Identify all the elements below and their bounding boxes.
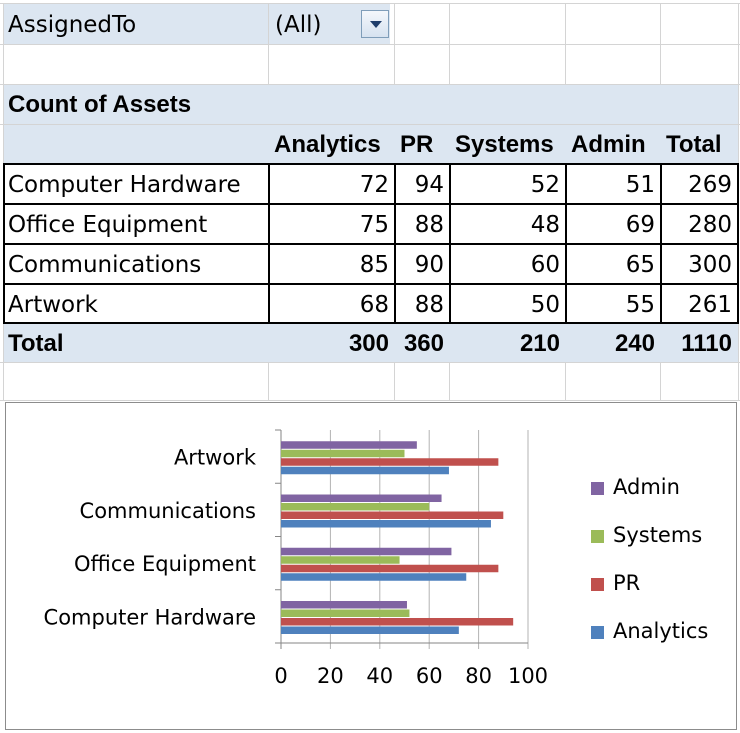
filter-value[interactable]: (All) (275, 12, 322, 38)
bar (281, 494, 442, 502)
row-label: Artwork (8, 292, 98, 318)
filter-dropdown-button[interactable] (361, 10, 389, 38)
cell-value[interactable]: 280 (688, 212, 732, 238)
cell-value[interactable]: 269 (688, 172, 732, 198)
column-header-pr: PR (400, 131, 434, 158)
total-value[interactable]: 300 (348, 330, 389, 357)
legend-swatch (591, 626, 604, 639)
pivot-total-band (3, 324, 738, 362)
total-label: Total (8, 330, 64, 357)
legend-label: PR (613, 571, 640, 595)
legend-swatch (591, 530, 604, 543)
column-header-systems: Systems (455, 131, 554, 158)
cell-value[interactable]: 51 (625, 172, 655, 198)
bar (281, 564, 499, 573)
total-value[interactable]: 1110 (681, 330, 732, 357)
bar-chart: 0 20 40 60 80 100 Computer Hardware Office Equi… (44, 429, 708, 688)
cell-value[interactable]: 261 (688, 292, 732, 318)
total-value[interactable]: 240 (614, 330, 655, 357)
bar (281, 556, 400, 564)
bar (281, 458, 499, 466)
legend-swatch (591, 482, 604, 495)
bar (281, 441, 417, 449)
bar (281, 547, 452, 556)
cell-value[interactable]: 85 (359, 252, 389, 278)
legend-label: Systems (613, 523, 702, 547)
bar (281, 466, 449, 475)
total-value[interactable]: 210 (519, 330, 560, 357)
y-category-label: Computer Hardware (44, 605, 256, 629)
cell-value[interactable]: 68 (359, 292, 389, 318)
row-label: Computer Hardware (8, 172, 241, 198)
legend-swatch (591, 578, 604, 591)
x-tick-label: 40 (366, 664, 393, 688)
cell-value[interactable]: 72 (359, 172, 389, 198)
x-tick-label: 60 (416, 664, 443, 688)
bar (281, 601, 407, 609)
row-label: Office Equipment (8, 212, 208, 238)
bar (281, 609, 410, 617)
pivot-title: Count of Assets (8, 91, 192, 118)
legend-label: Analytics (613, 619, 708, 643)
chevron-down-icon (370, 21, 382, 28)
cell-value[interactable]: 88 (414, 292, 444, 318)
y-category-label: Office Equipment (74, 552, 256, 576)
column-header-admin: Admin (571, 131, 646, 158)
x-tick-label: 80 (465, 664, 492, 688)
x-tick-label: 0 (274, 664, 287, 688)
filter-band (3, 3, 390, 45)
filter-field-label: AssignedTo (8, 12, 137, 38)
bar (281, 626, 459, 634)
column-header-total: Total (666, 131, 722, 158)
cell-value[interactable]: 50 (530, 292, 560, 318)
pivot-sheet: AssignedTo (All) Count of Assets Analyti… (0, 3, 740, 401)
bar (281, 449, 405, 458)
cell-value[interactable]: 48 (530, 212, 560, 238)
cell-value[interactable]: 60 (530, 252, 560, 278)
bar (281, 618, 514, 626)
pivot-chart[interactable]: 0 20 40 60 80 100 Computer Hardware Office Equi… (5, 402, 737, 730)
column-header-analytics: Analytics (274, 131, 381, 158)
bar (281, 520, 491, 528)
bar (281, 573, 467, 581)
x-tick-label: 20 (317, 664, 344, 688)
row-label: Communications (8, 252, 202, 278)
legend-label: Admin (613, 475, 680, 499)
cell-value[interactable]: 88 (414, 212, 444, 238)
cell-value[interactable]: 52 (530, 172, 560, 198)
cell-value[interactable]: 94 (414, 172, 444, 198)
y-category-label: Artwork (174, 446, 257, 470)
cell-value[interactable]: 90 (414, 252, 444, 278)
cell-value[interactable]: 65 (625, 252, 655, 278)
total-value[interactable]: 360 (403, 330, 444, 357)
cell-value[interactable]: 55 (625, 292, 655, 318)
x-tick-label: 100 (508, 664, 548, 688)
bar (281, 503, 430, 511)
cell-value[interactable]: 300 (688, 252, 732, 278)
bar (281, 511, 504, 519)
cell-value[interactable]: 75 (359, 212, 389, 238)
cell-value[interactable]: 69 (625, 212, 655, 238)
y-category-label: Communications (80, 499, 256, 523)
